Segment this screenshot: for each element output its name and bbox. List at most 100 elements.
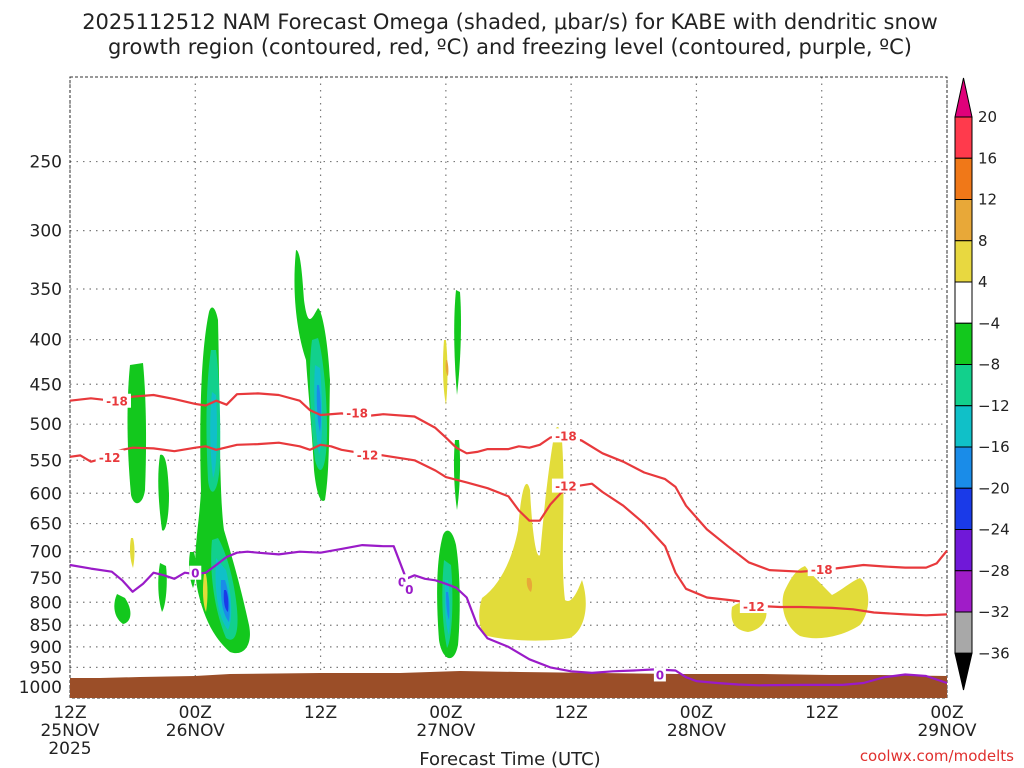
contour-label-bg [551,428,580,443]
colorbar-tick-label: −8 [978,356,1000,374]
colorbar-swatch [954,116,973,159]
x-tick-date: 27NOV [416,721,475,741]
colorbar-swatch [954,570,973,613]
contour-label: -12 [357,449,379,463]
contour-label: 0 [191,567,199,581]
omega-yellow-patch [129,538,135,568]
colorbar-tick-label: −36 [978,644,1010,662]
omega-green-patch [158,563,167,612]
contour-label-bg [807,562,836,577]
contour-label-bg [353,447,382,462]
contour-label-bg [403,581,416,596]
y-tick-label: 900 [30,638,62,658]
y-tick-label: 550 [30,451,62,471]
x-tick-time: 00Z [429,703,462,723]
colorbar-swatch [954,446,973,489]
contour-line [69,544,948,687]
omega-shading [114,250,869,659]
omega-yellow-patch [782,566,869,639]
y-tick-label: 250 [30,153,62,173]
colorbar-tick-label: 12 [978,191,997,209]
omega-colorbar: 20 16 12 8 4 −4 −8 −12 −16 −20 −24 −28 −32 −36 [954,77,1010,691]
contour-label-bg [739,599,768,614]
x-tick-year: 2025 [48,739,91,759]
colorbar-tick-label: 8 [978,232,988,250]
colorbar-swatch [954,364,973,407]
colorbar-swatch [954,199,973,242]
y-tick-label: 400 [30,331,62,351]
x-tick-time: 00Z [179,703,212,723]
x-tick-date: 29NOV [917,721,976,741]
colorbar-bottom-arrow [954,652,973,691]
y-tick-label: 600 [30,484,62,504]
y-tick-label: 1000 [19,678,62,698]
contour-label: -12 [743,600,765,614]
omega-green-patch [127,363,147,504]
omega-orange-spot [526,578,533,592]
x-tick-date: 25NOV [40,721,99,741]
title-line-2: growth region (contoured, red, ºC) and f… [108,35,912,59]
omega-green-patch [114,594,131,624]
x-tick-time: 12Z [53,703,86,723]
colorbar-tick-label: −32 [978,603,1010,621]
y-tick-label: 950 [30,658,62,678]
credit-text: coolwx.com/modelts [860,747,1014,765]
contour-label: 0 [405,583,413,597]
y-tick-label: 350 [30,280,62,300]
colorbar-tick-label: −28 [978,562,1010,580]
colorbar-swatch [954,529,973,572]
y-tick-label: 650 [30,515,62,535]
omega-blue-core [316,385,322,432]
contour-label: -12 [555,480,577,494]
omega-green-patch [454,290,461,395]
title-line-1: 2025112512 NAM Forecast Omega (shaded, μ… [82,10,938,34]
y-tick-label: 750 [30,569,62,589]
omega-green-patch [453,440,461,510]
x-tick-date: 26NOV [166,721,225,741]
y-tick-label: 450 [30,375,62,395]
colorbar-tick-label: −24 [978,521,1010,539]
colorbar-tick-label: −12 [978,397,1010,415]
surface-terrain [70,671,947,698]
y-axis-pressure: 2503003504004505005506006507007508008509… [19,153,62,698]
x-tick-time: 00Z [680,703,713,723]
x-tick-time: 12Z [304,703,337,723]
contour-label: -18 [106,395,128,409]
omega-indigo-core [223,590,229,612]
y-tick-label: 700 [30,543,62,563]
omega-cyan-core [210,392,217,478]
x-tick-time: 12Z [555,703,588,723]
contour-label-bg [653,667,666,682]
omega-blue-core [446,592,450,620]
contour-label: 0 [656,668,664,682]
omega-yellow-patch [442,340,448,405]
contour-label-bg [95,449,124,464]
y-tick-label: 850 [30,616,62,636]
contour-label: 0 [398,575,406,589]
y-tick-label: 300 [30,222,62,242]
x-axis-label: Forecast Time (UTC) [419,749,600,768]
x-tick-time: 12Z [805,703,838,723]
colorbar-top-arrow [954,77,973,118]
colorbar-swatch [954,405,973,448]
omega-yellow-patch [479,427,586,641]
x-tick-date: 28NOV [667,721,726,741]
colorbar-swatch [954,240,973,283]
omega-green-patch [158,454,169,531]
colorbar-tick-label: −20 [978,479,1010,497]
colorbar-tick-label: −4 [978,314,1000,332]
x-tick-time: 00Z [930,703,963,723]
omega-orange-spot [445,360,449,376]
contour-label-bg [102,393,131,408]
colorbar-swatch [954,322,973,365]
contour-label-bg [189,565,202,580]
contour-label-bg [551,478,580,493]
contour-label: -18 [811,563,833,577]
colorbar-tick-label: 16 [978,149,997,167]
colorbar-swatch [954,487,973,530]
colorbar-tick-label: 20 [978,108,997,126]
contour-label-bg [343,405,372,420]
